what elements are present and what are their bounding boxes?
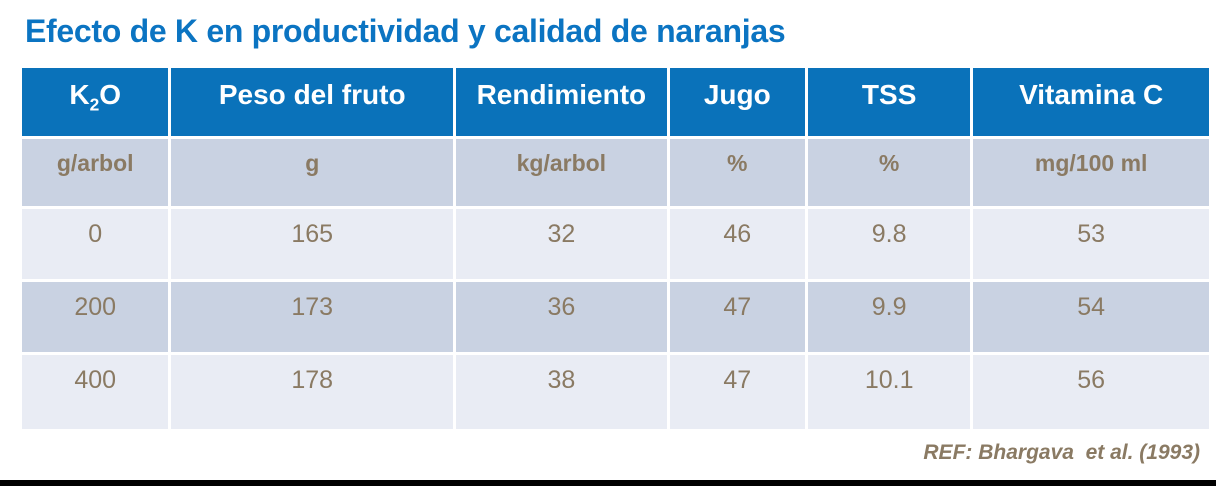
table-row: 0 165 32 46 9.8 53 bbox=[22, 209, 1209, 279]
oranges-data-table: K2O Peso del fruto Rendimiento Jugo TSS … bbox=[19, 65, 1212, 432]
table-cell: 53 bbox=[973, 209, 1209, 279]
table-cell: 56 bbox=[973, 355, 1209, 429]
slide-title: Efecto de K en productividad y calidad d… bbox=[25, 13, 786, 49]
table-units-row: g/arbol g kg/arbol % % mg/100 ml bbox=[22, 139, 1209, 206]
table-cell: 200 bbox=[22, 282, 169, 352]
table-cell: 400 bbox=[22, 355, 169, 429]
table-header-row: K2O Peso del fruto Rendimiento Jugo TSS … bbox=[22, 68, 1209, 136]
unit-cell-rendimiento: kg/arbol bbox=[456, 139, 667, 206]
column-header-k2o: K2O bbox=[22, 68, 169, 136]
table-cell: 9.9 bbox=[807, 282, 971, 352]
column-header-vitamina-c: Vitamina C bbox=[973, 68, 1209, 136]
unit-cell-vitamina-c: mg/100 ml bbox=[973, 139, 1209, 206]
table-cell: 173 bbox=[171, 282, 454, 352]
unit-cell-peso-del-fruto: g bbox=[171, 139, 454, 206]
column-header-peso-del-fruto: Peso del fruto bbox=[171, 68, 454, 136]
table-cell: 47 bbox=[669, 282, 805, 352]
k2o-subscript: 2 bbox=[89, 94, 100, 115]
table-cell: 36 bbox=[456, 282, 667, 352]
k2o-base: K bbox=[69, 79, 90, 110]
column-header-rendimiento: Rendimiento bbox=[456, 68, 667, 136]
k2o-tail: O bbox=[99, 79, 122, 110]
bottom-border-line bbox=[0, 480, 1216, 486]
table-cell: 165 bbox=[171, 209, 454, 279]
table-cell: 178 bbox=[171, 355, 454, 429]
table-cell: 0 bbox=[22, 209, 169, 279]
unit-cell-k2o: g/arbol bbox=[22, 139, 169, 206]
table-row: 400 178 38 47 10.1 56 bbox=[22, 355, 1209, 429]
table-row: 200 173 36 47 9.9 54 bbox=[22, 282, 1209, 352]
unit-cell-tss: % bbox=[807, 139, 971, 206]
column-header-tss: TSS bbox=[807, 68, 971, 136]
table-cell: 9.8 bbox=[807, 209, 971, 279]
table-cell: 10.1 bbox=[807, 355, 971, 429]
table-cell: 46 bbox=[669, 209, 805, 279]
table-cell: 38 bbox=[456, 355, 667, 429]
table-cell: 32 bbox=[456, 209, 667, 279]
table-cell: 47 bbox=[669, 355, 805, 429]
column-header-jugo: Jugo bbox=[669, 68, 805, 136]
reference-citation: REF: Bhargava et al. (1993) bbox=[923, 441, 1200, 464]
table-cell: 54 bbox=[973, 282, 1209, 352]
unit-cell-jugo: % bbox=[669, 139, 805, 206]
